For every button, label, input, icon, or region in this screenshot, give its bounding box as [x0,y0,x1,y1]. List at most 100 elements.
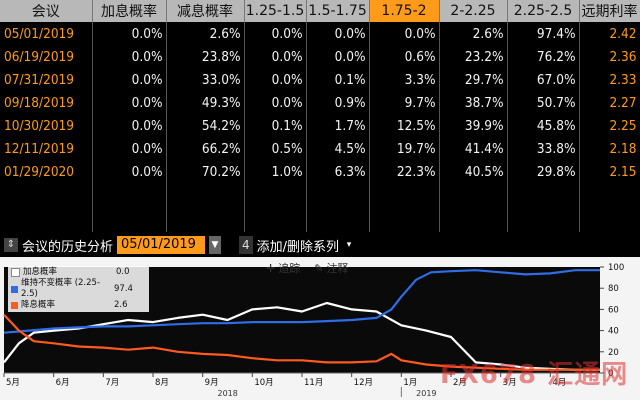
year-label: 2019 [416,389,436,398]
probability-cell: 0.0% [92,114,167,137]
legend-value: 2.6 [114,300,128,310]
x-tick-label: 1月 [403,378,417,388]
legend-item-cut[interactable]: 降息概率 2.6 [11,300,146,311]
probability-cell: 23.2% [439,45,508,68]
history-chart-panel: 0 20 40 60 80 100 5月 6月 7月 8月 9月 10月 11月 12月 1月 2月 3月 4月 2… [0,257,640,400]
col-header-1.5-1.75[interactable]: 1.5-1.75 [306,0,370,22]
table-row[interactable]: 12/11/2019 0.0% 66.2% 0.5% 4.5% 19.7% 41.4% 33.… [0,137,640,160]
col-header-cut-prob[interactable]: 减息概率 [166,0,245,22]
history-analysis-title: 会议的历史分析 [22,239,114,255]
series-count: 4 [239,236,253,254]
x-tick-label: 3月 [503,378,517,388]
probability-cell: 50.7% [507,91,580,114]
probability-cell: 2.6% [166,22,245,45]
meeting-date-cell: 10/30/2019 [0,114,93,137]
probability-cell: 0.0% [92,160,167,183]
probability-cell: 4.5% [306,137,370,160]
chart-toolbar: ✛ 追踪 ✎ 注释 [266,260,348,276]
table-row[interactable]: 06/19/2019 0.0% 23.8% 0.0% 0.0% 0.6% 23.2% 76.2… [0,45,640,68]
table-row[interactable]: 01/29/2020 0.0% 70.2% 1.0% 6.3% 22.3% 40.5% 29.… [0,160,640,183]
probability-cell: 0.0% [92,22,167,45]
probability-cell: 0.0% [369,22,440,45]
legend-item-hike[interactable]: 加息概率 0.0 [11,267,146,278]
watermark-logo: FX678 汇通网 [440,360,629,390]
collapse-toggle-icon[interactable]: ⇕ [4,238,18,252]
col-header-2-2.25[interactable]: 2-2.25 [439,0,508,22]
probability-cell: 40.5% [439,160,508,183]
probability-cell: 0.0% [244,68,307,91]
probability-cell: 6.3% [306,160,370,183]
y-tick-label: 60 [608,305,619,315]
annotate-button[interactable]: ✎ 注释 [314,260,348,276]
probability-cell: 76.2% [507,45,580,68]
table-row[interactable]: 07/31/2019 0.0% 33.0% 0.0% 0.1% 3.3% 29.7% 67.0… [0,68,640,91]
meeting-date-cell: 09/18/2019 [0,91,93,114]
annotate-label: 注释 [326,262,349,275]
forward-rate-cell: 2.42 [579,22,640,45]
track-label: 追踪 [278,262,301,275]
probability-cell: 12.5% [369,114,440,137]
probability-cell: 19.7% [369,137,440,160]
series-line-2 [3,313,600,371]
meeting-date-cell: 06/19/2019 [0,45,93,68]
probability-cell: 0.1% [244,114,307,137]
x-tick-label: 8月 [155,378,169,388]
probability-cell: 0.6% [369,45,440,68]
probability-cell: 0.0% [244,91,307,114]
probability-cell: 45.8% [507,114,580,137]
col-header-meeting[interactable]: 会议 [0,0,93,22]
track-button[interactable]: ✛ 追踪 [266,260,300,276]
menu-dropdown-icon[interactable]: ▾ [346,240,352,250]
add-remove-series-menu[interactable]: 添加/删除系列 [256,239,340,255]
probability-cell: 49.3% [166,91,245,114]
x-tick-label: 7月 [105,378,119,388]
table-row[interactable]: 05/01/2019 0.0% 2.6% 0.0% 0.0% 0.0% 2.6% 97.4% 2… [0,22,640,45]
probability-cell: 0.9% [306,91,370,114]
crosshair-icon: ✛ [266,261,276,275]
probability-cell: 97.4% [507,22,580,45]
table-row[interactable]: 10/30/2019 0.0% 54.2% 0.1% 1.7% 12.5% 39.9% 45.… [0,114,640,137]
probability-cell: 0.0% [306,45,370,68]
meeting-date-cell: 07/31/2019 [0,68,93,91]
legend-item-hold[interactable]: 维持不变概率 (2.25-2.5) 97.4 [11,278,146,300]
forward-rate-cell: 2.36 [579,45,640,68]
series-line-1 [3,269,600,334]
probability-cell: 39.9% [439,114,508,137]
probability-cell: 2.6% [439,22,508,45]
col-header-hike-prob[interactable]: 加息概率 [92,0,167,22]
probability-cell: 0.5% [244,137,307,160]
legend-label: 降息概率 [21,300,56,310]
probability-cell: 29.7% [439,68,508,91]
x-tick-label: 6月 [56,378,70,388]
forward-rate-cell: 2.18 [579,137,640,160]
x-tick-label: 9月 [205,378,219,388]
probability-cell: 0.0% [244,45,307,68]
probability-cell: 41.4% [439,137,508,160]
probability-cell: 66.2% [166,137,245,160]
col-header-1.75-2[interactable]: 1.75-2 [369,0,440,22]
probability-cell: 0.0% [92,45,167,68]
table-row[interactable]: 09/18/2019 0.0% 49.3% 0.0% 0.9% 9.7% 38.7% 50.7… [0,91,640,114]
probability-cell: 3.3% [369,68,440,91]
probability-cell: 0.0% [92,91,167,114]
chart-legend: 加息概率 0.0 维持不变概率 (2.25-2.5) 97.4 降息概率 2.6 [8,266,149,312]
probability-cell: 38.7% [439,91,508,114]
y-tick-label: 20 [608,348,619,358]
chevron-down-icon[interactable]: ▼ [209,236,222,254]
meeting-date-cell: 12/11/2019 [0,137,93,160]
probability-cell: 9.7% [369,91,440,114]
y-tick-label: 0 [608,369,613,379]
forward-rate-cell: 2.33 [579,68,640,91]
meeting-date-field[interactable]: 05/01/2019 [117,236,206,254]
probability-cell: 70.2% [166,160,245,183]
probability-cell: 0.0% [244,22,307,45]
probability-cell: 0.0% [92,68,167,91]
x-tick-label: 5月 [6,378,20,388]
col-header-1.25-1.5[interactable]: 1.25-1.5 [244,0,307,22]
col-header-2.25-2.5[interactable]: 2.25-2.5 [507,0,580,22]
probability-cell: 0.1% [306,68,370,91]
col-header-forward-rate[interactable]: 远期利率 [579,0,640,22]
history-line-chart: 0 20 40 60 80 100 5月 6月 7月 8月 9月 10月 11月 12月 1月 2月 3月 4月 2… [3,263,624,398]
probability-cell: 1.0% [244,160,307,183]
probability-cell: 33.0% [166,68,245,91]
